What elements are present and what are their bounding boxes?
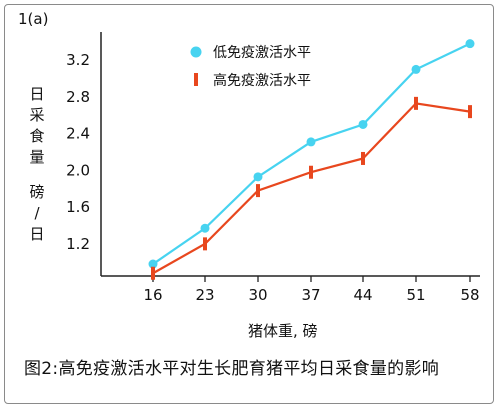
series-line-high [152, 102, 471, 275]
x-axis-label: 猪体重, 磅 [248, 322, 318, 340]
y-tick-label: 1.6 [66, 198, 90, 216]
data-point-high [414, 96, 418, 110]
data-point-low [200, 223, 210, 233]
y-tick-label: 2.4 [66, 125, 90, 143]
y-tick-label: 2.0 [66, 161, 90, 179]
x-tick-label: 58 [460, 286, 479, 304]
y-axis-label-char: 量 [29, 148, 45, 166]
data-point-low [465, 39, 475, 49]
data-point-high [151, 266, 155, 280]
x-tick-label: 44 [353, 286, 372, 304]
x-tick-label: 16 [143, 286, 162, 304]
y-axis-label: 日 采 食 量 磅 / 日 [26, 84, 48, 245]
legend-label-high: 高免疫激活水平 [213, 72, 311, 89]
legend-marker-high [194, 73, 198, 86]
data-point-high [203, 237, 207, 251]
series-line-low [152, 42, 471, 265]
data-point-low [411, 64, 421, 74]
chart-axes [100, 32, 480, 277]
data-point-high [361, 151, 365, 165]
data-point-high [256, 184, 260, 198]
y-tick-label: 2.8 [66, 88, 90, 106]
legend-marker-low [190, 46, 202, 58]
data-point-low [253, 172, 263, 182]
data-point-high [309, 165, 313, 179]
y-axis-ticks: 1.2 1.6 2.0 2.4 2.8 3.2 [66, 51, 90, 253]
x-axis-ticks: 16 23 30 37 44 51 58 [143, 276, 480, 304]
chart-series [148, 39, 475, 280]
y-axis-label-char: 日 [29, 85, 45, 103]
data-point-low [358, 119, 368, 129]
y-axis-label-char: 采 [29, 106, 45, 124]
y-tick-label: 3.2 [66, 51, 90, 69]
data-point-low [306, 137, 316, 147]
panel-label: 1(a) [18, 10, 49, 28]
data-point-high [468, 105, 472, 119]
x-tick-label: 30 [248, 286, 267, 304]
legend-label-low: 低免疫激活水平 [213, 44, 311, 61]
y-axis-label-char: 磅 [29, 183, 45, 201]
x-tick-label: 23 [195, 286, 214, 304]
figure-caption: 图2:高免疫激活水平对生长肥育猪平均日采食量的影响 [24, 359, 440, 379]
y-axis-label-char: 食 [29, 127, 45, 145]
chart-legend: 低免疫激活水平 高免疫激活水平 [190, 44, 311, 89]
y-tick-label: 1.2 [66, 235, 90, 253]
y-axis-label-char: / [34, 204, 40, 222]
data-point-low [148, 259, 158, 269]
x-tick-label: 51 [406, 286, 425, 304]
x-tick-label: 37 [301, 286, 320, 304]
y-axis-label-char: 日 [29, 225, 45, 243]
